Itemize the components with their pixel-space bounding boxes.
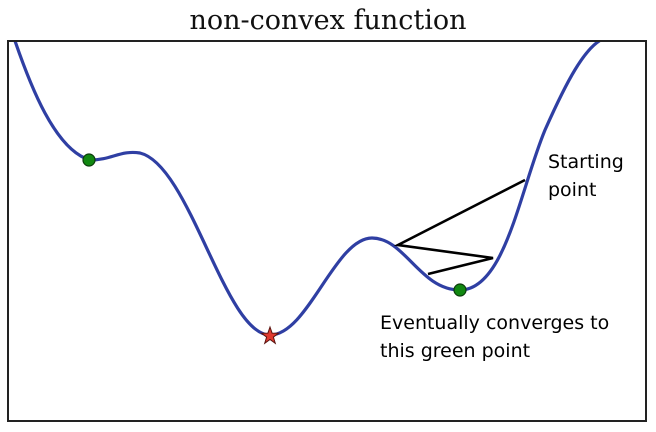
converge-label-line1: Eventually converges to xyxy=(380,312,609,334)
converge-label-line2: this green point xyxy=(380,340,530,362)
starting-point-label-line1: Starting xyxy=(548,151,624,173)
global-minimum-star-marker xyxy=(259,325,281,345)
starting-point-label-line2: point xyxy=(548,179,596,201)
descent-path xyxy=(393,178,526,276)
local-minimum-right-marker xyxy=(453,283,467,297)
diagram-title: non-convex function xyxy=(189,5,467,36)
function-curve xyxy=(13,42,601,337)
local-minimum-left-marker xyxy=(82,153,96,167)
plot-frame xyxy=(7,40,647,422)
